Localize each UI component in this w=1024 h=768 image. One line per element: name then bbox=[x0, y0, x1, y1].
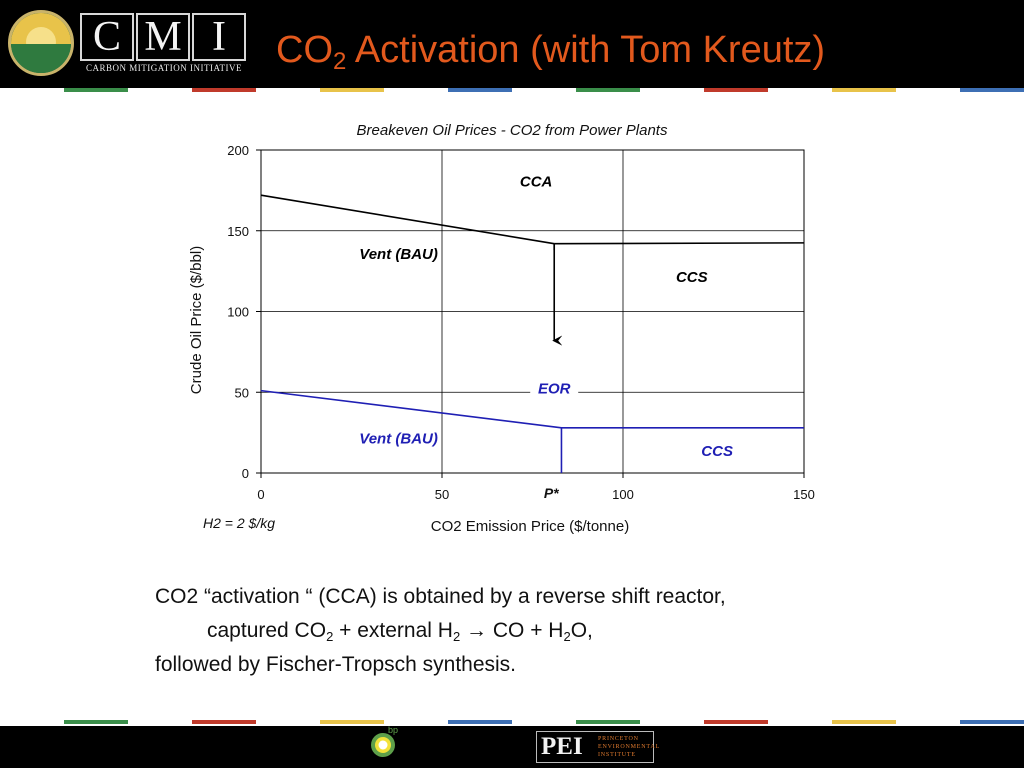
region-label: CCA bbox=[520, 174, 553, 191]
reaction-equation: captured CO2 + external H2 → CO + H2O, bbox=[207, 619, 593, 644]
footer-bar bbox=[0, 726, 1024, 768]
x-tick-label: 50 bbox=[435, 487, 449, 502]
cmi-logo-letter: I bbox=[192, 13, 246, 61]
x-tick-label: 100 bbox=[612, 487, 634, 502]
cmi-logo-letter: C bbox=[80, 13, 134, 61]
chart-title: Breakeven Oil Prices - CO2 from Power Pl… bbox=[357, 122, 668, 139]
y-tick-label: 100 bbox=[227, 305, 249, 320]
y-axis-label: Crude Oil Price ($/bbl) bbox=[188, 246, 205, 394]
cmi-logo-subtitle: CARBON MITIGATION INITIATIVE bbox=[86, 63, 242, 73]
y-tick-label: 150 bbox=[227, 224, 249, 239]
cmi-logo: C M I CARBON MITIGATION INITIATIVE bbox=[80, 13, 248, 77]
region-label: Vent (BAU) bbox=[359, 430, 438, 447]
decorative-stripe-top bbox=[0, 88, 1024, 92]
reaction-arrow-icon: → bbox=[466, 619, 488, 642]
header-bar: C M I CARBON MITIGATION INITIATIVE CO2 A… bbox=[0, 0, 1024, 88]
x-tick-label: 0 bbox=[257, 487, 264, 502]
explanation-text: CO2 “activation “ (CCA) is obtained by a… bbox=[155, 580, 915, 682]
breakeven-oil-price-chart: Breakeven Oil Prices - CO2 from Power Pl… bbox=[188, 122, 815, 535]
p-star-annotation: P* bbox=[544, 485, 559, 501]
x-tick-label: 150 bbox=[793, 487, 815, 502]
pei-logo-side: PRINCETON ENVIRONMENTAL INSTITUTE bbox=[598, 736, 660, 758]
bp-logo-text: bp bbox=[388, 725, 399, 735]
region-label: CCS bbox=[701, 443, 733, 460]
slide-title: CO2 Activation (with Tom Kreutz) bbox=[276, 29, 826, 75]
bp-sunburst-logo-icon bbox=[371, 733, 395, 757]
blue-breakeven-line bbox=[260, 389, 562, 429]
explanation-line-3: followed by Fischer-Tropsch synthesis. bbox=[155, 653, 517, 676]
y-tick-label: 50 bbox=[235, 385, 249, 400]
black-breakeven-line bbox=[554, 242, 805, 245]
y-tick-label: 0 bbox=[242, 466, 249, 481]
eor-label-background bbox=[530, 378, 579, 399]
y-tick-label: 200 bbox=[227, 143, 249, 158]
cmi-logo-letter: M bbox=[136, 13, 190, 61]
region-label: Vent (BAU) bbox=[359, 246, 438, 263]
decorative-stripe-bottom bbox=[0, 720, 1024, 724]
cmi-emblem-logo bbox=[8, 10, 74, 76]
black-breakeven-line bbox=[260, 194, 555, 245]
pei-logo: PEI PRINCETON ENVIRONMENTAL INSTITUTE bbox=[536, 731, 660, 763]
explanation-line-1: CO2 “activation “ (CCA) is obtained by a… bbox=[155, 585, 726, 608]
region-label: EOR bbox=[538, 380, 571, 397]
x-axis-label: CO2 Emission Price ($/tonne) bbox=[431, 518, 629, 535]
h2-price-annotation: H2 = 2 $/kg bbox=[203, 515, 275, 531]
region-label: CCS bbox=[676, 269, 708, 286]
pei-logo-main: PEI bbox=[541, 733, 583, 760]
